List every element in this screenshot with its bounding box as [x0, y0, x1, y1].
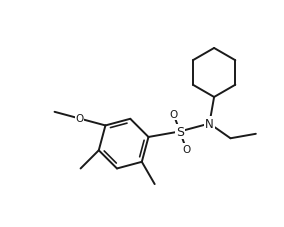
Text: O: O [182, 144, 190, 154]
Text: N: N [205, 118, 214, 131]
Text: O: O [170, 110, 178, 120]
Text: S: S [176, 125, 184, 138]
Text: O: O [75, 114, 83, 124]
